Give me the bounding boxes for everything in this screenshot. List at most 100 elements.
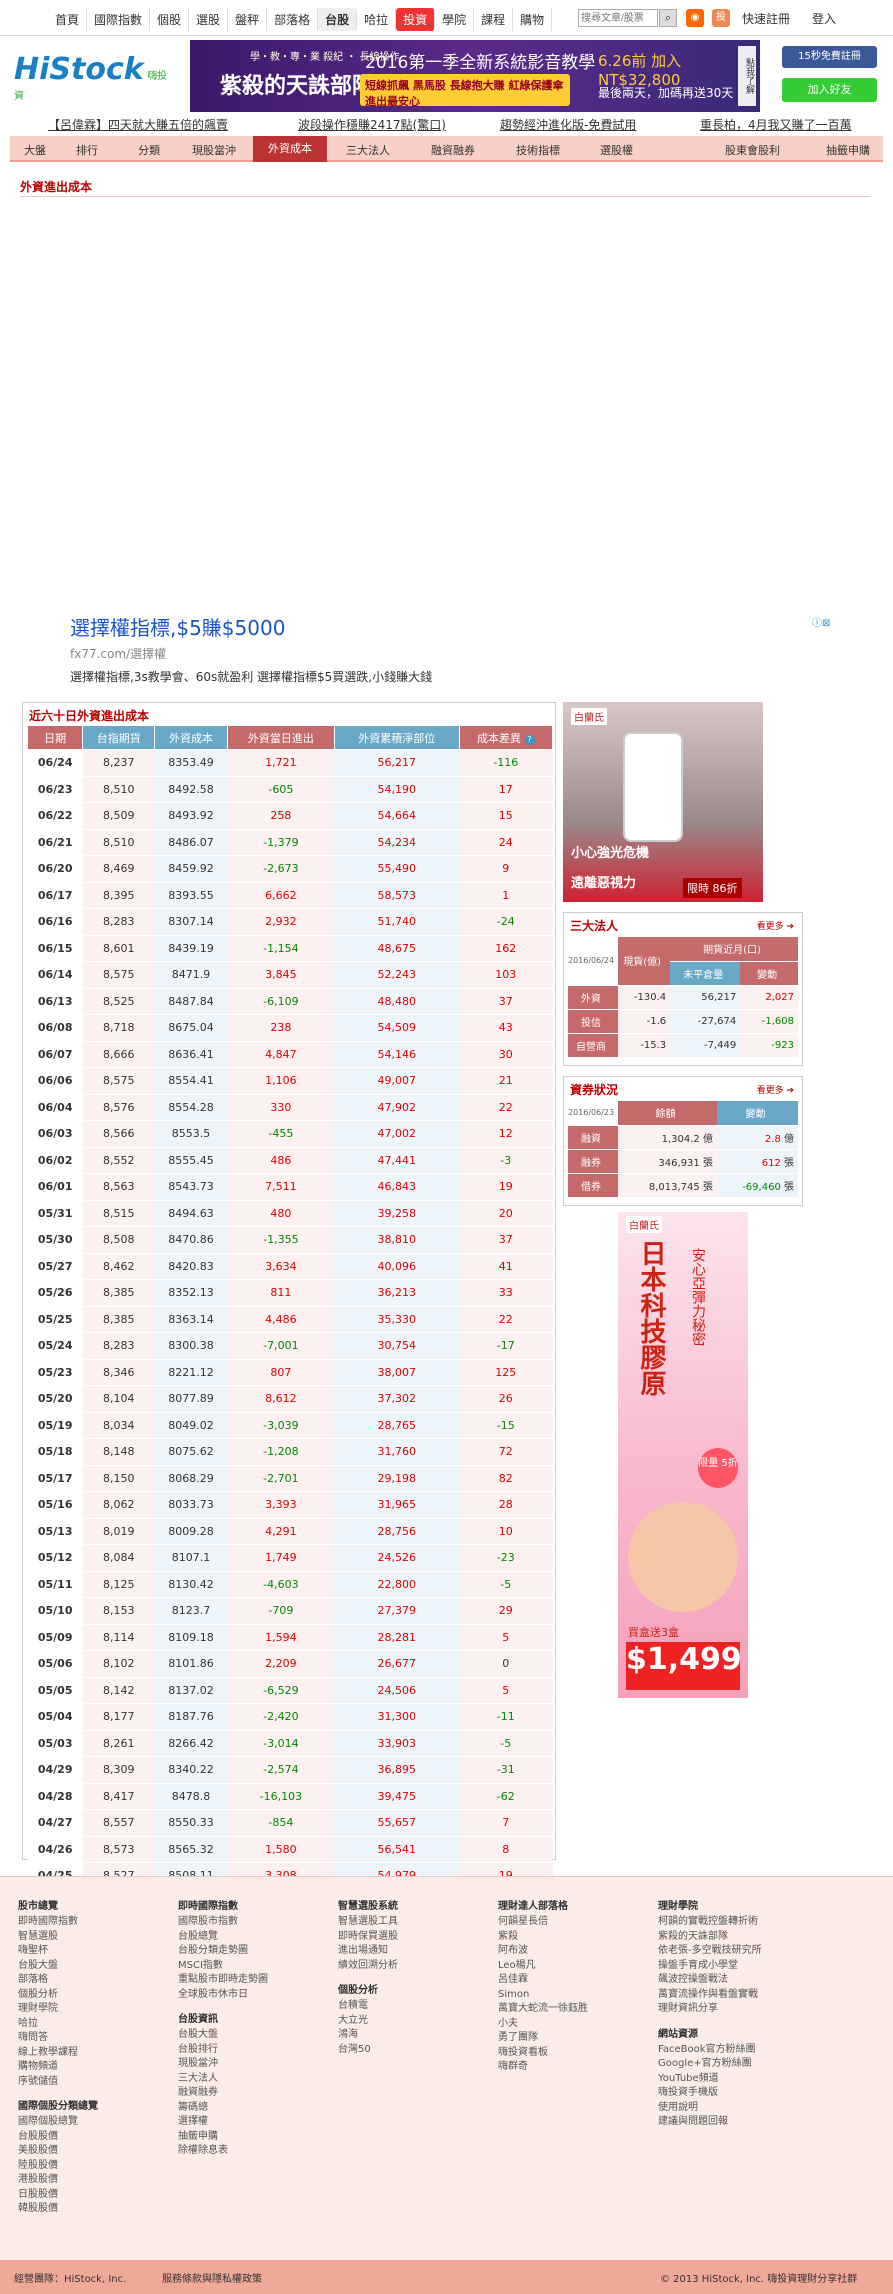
nav-item-institutional[interactable]: 三大法人 (346, 144, 390, 157)
footer-link[interactable]: 何韻星長倍 (498, 1916, 548, 1927)
footer-link[interactable]: 紫殺的天誅部隊 (658, 1930, 728, 1942)
footer-link[interactable]: 台股大盤 (178, 2029, 218, 2040)
footer-link[interactable]: 呂佳霖 (498, 1974, 528, 1985)
nav-item-rank[interactable]: 排行 (76, 144, 98, 157)
top-nav-link[interactable]: 個股 (150, 8, 190, 31)
search-icon[interactable]: ⌕ (659, 9, 677, 27)
footer-link[interactable]: 建議與問題回報 (658, 2116, 728, 2127)
footer-link[interactable]: 抽籤申購 (178, 2130, 218, 2142)
collagen-ad[interactable]: 白蘭氏 日本科技膠原 安心亞彈力秘密 限量 5折 買盒送3盒 $1,499 (618, 1212, 748, 1698)
nav-item-market[interactable]: 大盤 (24, 144, 46, 157)
footer-link[interactable]: 台股排行 (178, 2043, 218, 2055)
footer-link[interactable]: 韓股股價 (18, 2203, 58, 2214)
top-nav-link[interactable]: 投資 (396, 8, 436, 31)
footer-link[interactable]: 籌碼總 (178, 2101, 208, 2113)
footer-link[interactable]: 鴻海 (338, 2029, 358, 2040)
footer-link[interactable]: 台股總覽 (178, 1930, 218, 1942)
footer-link[interactable]: 即時保買選股 (338, 1930, 398, 1942)
top-nav-link[interactable]: 哈拉 (357, 8, 397, 31)
footer-link[interactable]: 港股股價 (18, 2174, 58, 2185)
footer-link[interactable]: 柯韻的實戰控盤轉折術 (658, 1916, 758, 1927)
footer-link[interactable]: Simon (498, 1988, 530, 2000)
line-add-friend-button[interactable]: 加入好友 (782, 78, 877, 102)
footer-link[interactable]: 除權除息表 (178, 2145, 228, 2156)
footer-link[interactable]: 哈拉 (18, 2017, 38, 2029)
footer-link[interactable]: YouTube頻道 (658, 2072, 719, 2084)
footer-link[interactable]: Leo楊凡 (498, 1959, 536, 1971)
footer-link[interactable]: 個股分析 (18, 1988, 58, 2000)
top-nav-link[interactable]: 首頁 (48, 8, 88, 31)
footer-link[interactable]: 三大法人 (178, 2072, 218, 2084)
footer-link[interactable]: 台股股價 (18, 2130, 58, 2142)
nav-item-ipo[interactable]: 抽籤申購 (826, 144, 870, 157)
nav-item-options[interactable]: 選股權 (600, 144, 633, 157)
help-icon[interactable]: ? (524, 734, 535, 745)
nav-item-dividend[interactable]: 股東會股利 (725, 144, 780, 157)
top-nav-link[interactable]: 課程 (474, 8, 514, 31)
register-link[interactable]: 快速註冊 (742, 12, 791, 26)
footer-link[interactable]: 大立光 (338, 2014, 368, 2026)
footer-link[interactable]: 萬寶流操作與看盤實戰 (658, 1988, 758, 2000)
facebook-register-button[interactable]: 15秒免費註冊 (782, 46, 877, 68)
footer-link[interactable]: 選擇權 (178, 2116, 208, 2127)
top-nav-link[interactable]: 學院 (435, 8, 475, 31)
promo-link-3[interactable]: 趨勢經沖進化版-免費試用 (500, 118, 637, 132)
institutional-more-link[interactable]: 看更多 ➔ (756, 922, 794, 932)
footer-link[interactable]: 阿布波 (498, 1945, 528, 1956)
footer-link[interactable]: 萬寶大蛇流一徐鈺胜 (498, 2003, 588, 2014)
rss-icon[interactable]: ◉ (686, 9, 704, 27)
footer-link[interactable]: 線上教學課程 (18, 2046, 78, 2058)
footer-link[interactable]: 智慧選股工具 (338, 1916, 398, 1927)
nav-item-technical[interactable]: 技術指標 (516, 144, 560, 157)
margin-more-link[interactable]: 看更多 ➔ (756, 1086, 794, 1096)
promo-link-4[interactable]: 重長柏，4月我又賺了一百萬 (700, 118, 852, 132)
footer-link[interactable]: 部落格 (18, 1974, 48, 1985)
footer-link[interactable]: 融資融券 (178, 2087, 218, 2098)
footer-link[interactable]: 台股大盤 (18, 1959, 58, 1971)
footer-link[interactable]: 嗨投資手機版 (658, 2087, 718, 2098)
footer-link[interactable]: 台灣50 (338, 2043, 371, 2055)
top-nav-link[interactable]: 台股 (318, 8, 358, 31)
footer-link[interactable]: Google+官方粉絲團 (658, 2058, 752, 2069)
nav-item-category[interactable]: 分類 (138, 144, 160, 157)
footer-link[interactable]: 嗨問答 (18, 2032, 48, 2043)
nav-item-foreign-cost[interactable]: 外資成本 (253, 136, 327, 162)
footer-link[interactable]: 勇了團隊 (498, 2032, 538, 2043)
ad-close-icon[interactable]: ⓘ⊠ (812, 618, 831, 629)
promo-link-2[interactable]: 波段操作穩賺2417點(驚口) (298, 118, 446, 132)
eye-health-ad[interactable]: 白蘭氏 小心強光危機 遠離惡視力 限時 86折 (563, 702, 763, 902)
site-logo[interactable]: HiStock 嗨投資 (14, 52, 174, 102)
footer-link[interactable]: 現股當沖 (178, 2058, 218, 2069)
footer-link[interactable]: 台股分類走勢圖 (178, 1945, 248, 1956)
promo-link-1[interactable]: 【呂偉霖】四天就大賺五倍的飆賣 (48, 118, 229, 132)
nav-item-daytrade[interactable]: 現股當沖 (192, 144, 236, 157)
footer-link[interactable]: 紫殺 (498, 1930, 518, 1942)
footer-link[interactable]: 購物頻道 (18, 2061, 58, 2072)
footer-link[interactable]: 嗨投資看板 (498, 2046, 548, 2058)
login-link[interactable]: 登入 (812, 12, 837, 26)
text-ad[interactable]: 選擇權指標,$5賺$5000 fx77.com/選擇權 選擇權指標,3s教學會、… (70, 612, 840, 692)
top-nav-link[interactable]: 國際指數 (87, 8, 151, 31)
footer-link[interactable]: 依老張-多空戰技研究所 (658, 1945, 762, 1956)
footer-link[interactable]: 日股股價 (18, 2188, 58, 2200)
footer-link[interactable]: 台積電 (338, 2000, 368, 2011)
footer-link[interactable]: 操盤手育成小學堂 (658, 1959, 738, 1971)
footer-link[interactable]: 績效回溯分析 (338, 1959, 398, 1971)
ad-title[interactable]: 選擇權指標,$5賺$5000 (70, 616, 286, 640)
footer-terms-link[interactable]: 服務條款與隱私權政策 (162, 2274, 262, 2285)
footer-link[interactable]: FaceBook官方粉絲團 (658, 2043, 756, 2055)
footer-link[interactable]: 國際個股總覽 (18, 2116, 78, 2127)
top-nav-link[interactable]: 盤秤 (228, 8, 268, 31)
vote-icon[interactable]: 投 (712, 9, 730, 27)
top-nav-link[interactable]: 選股 (189, 8, 229, 31)
footer-link[interactable]: MSCI指數 (178, 1959, 223, 1971)
footer-link[interactable]: 嗨群奇 (498, 2061, 528, 2072)
top-nav-link[interactable]: 購物 (513, 8, 553, 31)
footer-link[interactable]: 重點股市即時走勢圖 (178, 1974, 268, 1985)
footer-link[interactable]: 美股股價 (18, 2145, 58, 2156)
footer-link[interactable]: 全球股市休市日 (178, 1988, 248, 2000)
footer-link[interactable]: 即時國際指數 (18, 1916, 78, 1927)
footer-link[interactable]: 飆波控操盤戰法 (658, 1974, 728, 1985)
course-banner-ad[interactable]: 學・教・專・業 殺紀 ・ 長線操作 紫殺的天誅部隊 2016第一季全新系統影音教… (190, 40, 760, 112)
footer-link[interactable]: 智慧選股 (18, 1930, 58, 1942)
